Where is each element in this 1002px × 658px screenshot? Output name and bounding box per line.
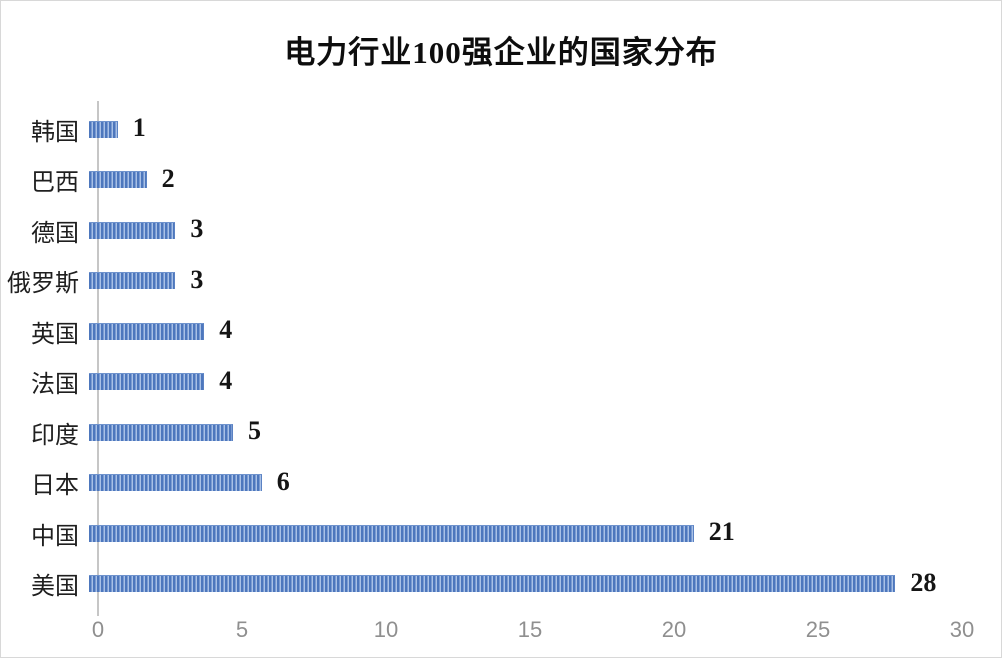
bar-row: 韩国 1 — [1, 104, 1001, 155]
category-label: 德国 — [31, 220, 79, 247]
value-label: 1 — [132, 113, 146, 143]
category-label: 法国 — [31, 372, 79, 399]
value-label: 3 — [190, 214, 204, 244]
bar-track: 3 — [89, 265, 953, 294]
bar-track: 1 — [89, 113, 953, 142]
bar — [89, 120, 118, 138]
plot-area: 韩国 1 巴西 2 德国 3 俄罗斯 3 英国 4 法国 4 印度 5 日本 6 中国 21 美国 28 — [1, 101, 1001, 616]
bar-track: 2 — [89, 164, 953, 193]
bar-row: 法国 4 — [1, 357, 1001, 408]
x-tick-label: 20 — [661, 617, 687, 642]
category-label: 巴西 — [31, 170, 79, 197]
bar-row: 俄罗斯 3 — [1, 256, 1001, 307]
bar-row: 美国 28 — [1, 559, 1001, 610]
x-tick-label: 10 — [373, 617, 399, 642]
bar-track: 28 — [89, 568, 953, 597]
x-tick-label: 25 — [805, 617, 831, 642]
bar-row: 英国 4 — [1, 306, 1001, 357]
bar — [89, 524, 694, 542]
bar-track: 4 — [89, 315, 953, 344]
bar-row: 印度 5 — [1, 407, 1001, 458]
bar-track: 4 — [89, 366, 953, 395]
value-label: 3 — [190, 264, 204, 294]
category-label: 韩国 — [31, 119, 79, 146]
value-label: 2 — [161, 163, 175, 193]
bar — [89, 272, 176, 290]
category-label: 英国 — [31, 321, 79, 348]
y-axis-spine — [97, 101, 99, 616]
bar-track: 6 — [89, 467, 953, 496]
bar — [89, 423, 233, 441]
bar-row: 德国 3 — [1, 205, 1001, 256]
category-label: 日本 — [31, 473, 79, 500]
x-tick-label: 0 — [91, 617, 105, 642]
bar-row: 巴西 2 — [1, 155, 1001, 206]
value-label: 6 — [276, 466, 290, 496]
bar — [89, 171, 147, 189]
bar-row: 中国 21 — [1, 508, 1001, 559]
bar-track: 21 — [89, 517, 953, 546]
x-tick-label: 5 — [235, 617, 249, 642]
bar-rows: 韩国 1 巴西 2 德国 3 俄罗斯 3 英国 4 法国 4 印度 5 日本 6 中国 21 美国 28 — [1, 104, 1001, 610]
bar — [89, 474, 262, 492]
x-tick-label: 30 — [949, 617, 975, 642]
value-label: 5 — [247, 416, 261, 446]
category-label: 印度 — [31, 422, 79, 449]
bar-row: 日本 6 — [1, 458, 1001, 509]
bar — [89, 221, 176, 239]
category-label: 美国 — [31, 574, 79, 601]
bar — [89, 575, 896, 593]
value-label: 4 — [219, 315, 233, 345]
category-label: 中国 — [31, 523, 79, 550]
category-label: 俄罗斯 — [7, 271, 79, 298]
bar-track: 3 — [89, 214, 953, 243]
bar — [89, 373, 205, 391]
value-label: 21 — [708, 517, 735, 547]
bar-track: 5 — [89, 416, 953, 445]
x-axis: 0 5 10 15 20 25 30 — [92, 617, 974, 647]
bar — [89, 322, 205, 340]
value-label: 28 — [910, 567, 937, 597]
chart-title: 电力行业100强企业的国家分布 — [284, 35, 718, 70]
value-label: 4 — [219, 365, 233, 395]
x-tick-label: 15 — [517, 617, 543, 642]
